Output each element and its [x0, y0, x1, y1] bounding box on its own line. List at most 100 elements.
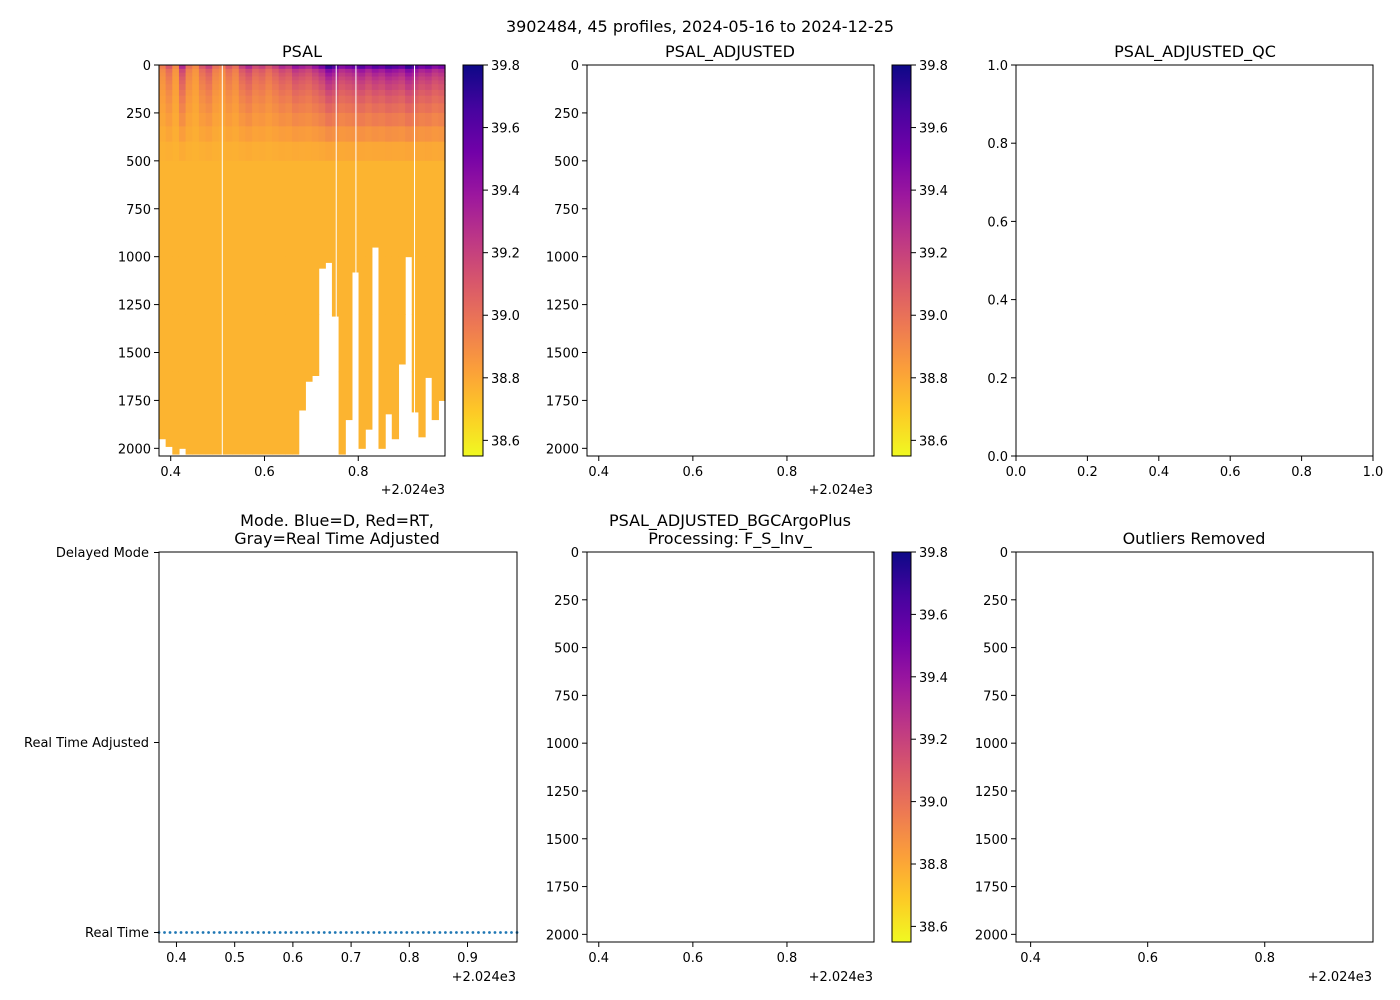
psal-cell: [258, 103, 267, 114]
psal-cell: [272, 80, 280, 85]
outliers-y-tick-label: 1500: [975, 833, 1008, 848]
psal-cell: [318, 84, 326, 91]
psal-cell: [418, 218, 426, 258]
psal-cell: [272, 95, 280, 104]
psal-cell: [298, 189, 306, 219]
psal-cell: [338, 126, 346, 143]
psal-cell: [345, 126, 353, 143]
psal-cell: [272, 68, 280, 74]
psal-cell: [358, 80, 366, 85]
psal-cell: [338, 84, 346, 91]
qc-axes-frame: [1015, 64, 1374, 457]
psal-cell: [225, 141, 233, 162]
psal-cell: [245, 141, 253, 162]
psal-cell: [331, 65, 340, 70]
psal-cell: [391, 141, 400, 162]
psal-cell: [198, 160, 207, 191]
psal-cell: [185, 103, 193, 114]
psal-cell: [365, 65, 373, 70]
psal-cell: [272, 72, 280, 77]
psal-cell: [245, 68, 253, 74]
psal-cell: [365, 103, 373, 114]
psal-cell: [172, 112, 180, 127]
psal-adjusted-cbar-tick-label: 39.8: [919, 59, 948, 74]
psal-cell: [391, 80, 400, 85]
psal-cell: [285, 68, 293, 74]
psal-cell: [391, 68, 400, 74]
psal-cell: [411, 126, 419, 143]
mode-dot: [355, 931, 359, 934]
psal-cell: [411, 218, 419, 258]
psal-cell: [192, 95, 200, 104]
figure-suptitle: 3902484, 45 profiles, 2024-05-16 to 2024…: [506, 17, 894, 36]
psal-cell: [245, 89, 253, 97]
psal-cell: [185, 112, 193, 127]
psal-cell: [318, 72, 326, 77]
psal-cell: [425, 112, 433, 127]
psal-cell: [311, 65, 320, 70]
psal-cell: [232, 189, 240, 219]
psal-cell: [198, 112, 207, 127]
psal-cell: [205, 112, 213, 127]
psal-cell: [198, 189, 207, 219]
psal-cell: [165, 95, 173, 104]
psal-cell: [258, 80, 267, 85]
psal-cell: [358, 68, 366, 74]
psal-cell: [431, 141, 439, 162]
psal-cell: [205, 160, 213, 191]
psal-cell: [325, 68, 333, 74]
psal-cell: [411, 371, 419, 413]
mode-y-axis: Delayed Mode Real Time Adjusted Real Tim…: [24, 546, 159, 941]
mode-dot: [218, 931, 221, 934]
psal-cell: [238, 112, 247, 127]
psal-adjusted-y-tick-label: 2000: [546, 442, 579, 457]
psal-cell: [292, 256, 300, 315]
psal-cell: [418, 256, 426, 315]
mode-dot: [311, 931, 315, 934]
psal-adjusted-y-tick-label: 1000: [546, 251, 579, 266]
psal-cell: [238, 89, 247, 97]
psal-cell: [172, 141, 180, 162]
psal-y-tick-label: 250: [126, 107, 151, 122]
psal-cell: [172, 65, 180, 70]
psal-cell: [371, 95, 380, 104]
psal-cell: [278, 84, 286, 91]
psal-cell: [258, 141, 267, 162]
psal-cell: [285, 314, 293, 373]
psal-cell: [258, 95, 267, 104]
psal-cell: [159, 84, 167, 91]
psal-cell: [165, 72, 173, 77]
psal-cell: [405, 189, 413, 219]
psal-cell: [252, 84, 260, 91]
psal-cell: [285, 80, 293, 85]
psal-cell: [391, 76, 400, 81]
psal-cell: [405, 103, 413, 114]
psal-cell: [252, 89, 260, 97]
psal-cell: [411, 141, 419, 162]
psal-cell: [438, 68, 446, 74]
psal-cell: [298, 218, 306, 258]
mode-dot: [190, 931, 194, 934]
bgc-y-axis: 0 250 500 750 1000 1250 1500 1750 2000: [546, 546, 587, 943]
psal-cell: [178, 160, 187, 191]
psal-cell: [292, 95, 300, 104]
psal-cell: [378, 80, 386, 85]
psal-cell: [411, 65, 419, 70]
psal-cell: [385, 68, 393, 74]
psal-cell: [325, 80, 333, 85]
psal-cell: [338, 189, 346, 219]
psal-cell: [238, 84, 247, 91]
mode-dot: [416, 931, 420, 934]
mode-dot: [207, 931, 210, 934]
psal-adjusted-y-tick-label: 250: [554, 107, 579, 122]
psal-cell: [265, 314, 273, 373]
psal-cell: [185, 314, 193, 373]
psal-cell: [272, 89, 280, 97]
psal-cell: [418, 126, 426, 143]
psal-cell: [371, 89, 380, 97]
psal-cell: [371, 84, 380, 91]
psal-cell: [365, 80, 373, 85]
psal-cell: [391, 89, 400, 97]
mode-dot: [438, 931, 442, 934]
psal-cell: [178, 371, 187, 449]
